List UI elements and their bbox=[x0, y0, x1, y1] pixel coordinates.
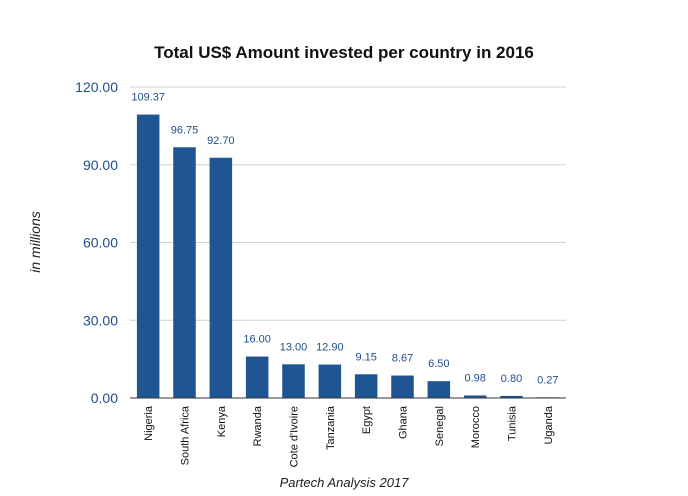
bar-10 bbox=[500, 395, 523, 398]
data-label: 96.75 bbox=[171, 124, 199, 136]
data-label: 6.50 bbox=[428, 358, 449, 370]
bar-3 bbox=[245, 356, 269, 398]
y-tick-label: 30.00 bbox=[83, 312, 118, 328]
chart-title: Total US$ Amount invested per country in… bbox=[154, 43, 534, 62]
bars bbox=[136, 114, 560, 399]
bar-2 bbox=[209, 157, 233, 398]
x-tick-label: Rwanda bbox=[252, 405, 264, 446]
data-label: 12.90 bbox=[316, 342, 344, 354]
x-tick-label: Nigeria bbox=[143, 405, 155, 441]
y-tick-label: 90.00 bbox=[83, 157, 118, 173]
x-tick-label: Cote d'Ivoire bbox=[289, 406, 301, 467]
bar-5 bbox=[318, 364, 342, 398]
x-tick-label: Senegal bbox=[434, 406, 446, 446]
data-label: 109.37 bbox=[131, 92, 165, 104]
y-tick-label: 120.00 bbox=[75, 79, 118, 95]
y-axis-label: in millions bbox=[27, 211, 43, 272]
data-label: 0.98 bbox=[464, 372, 485, 384]
x-tick-label: Tanzania bbox=[325, 405, 337, 450]
bar-9 bbox=[463, 395, 487, 398]
data-label: 92.70 bbox=[207, 135, 235, 147]
bar-6 bbox=[354, 374, 378, 398]
y-tick-label: 0.00 bbox=[91, 390, 118, 406]
x-axis-ticks: Nigeria South Africa Kenya Rwanda Cote d'Ivo… bbox=[143, 405, 555, 467]
grid-lines bbox=[130, 86, 566, 321]
y-axis-ticks: 0.00 30.00 60.00 90.00 120.00 bbox=[75, 79, 118, 406]
data-labels: 109.37 96.75 92.70 16.00 13.00 12.90 9.15 8.67 6… bbox=[131, 92, 558, 387]
x-tick-label: Ghana bbox=[398, 405, 410, 439]
data-label: 0.27 bbox=[537, 374, 558, 386]
data-label: 16.00 bbox=[243, 334, 271, 346]
bar-4 bbox=[282, 364, 305, 398]
data-label: 9.15 bbox=[355, 351, 376, 363]
bar-8 bbox=[427, 381, 451, 398]
data-label: 13.00 bbox=[280, 341, 308, 353]
data-label: 8.67 bbox=[392, 353, 413, 365]
bar-7 bbox=[391, 375, 414, 398]
bar-1 bbox=[173, 147, 196, 398]
bar-0 bbox=[136, 114, 160, 399]
x-tick-label: Tunisia bbox=[507, 405, 519, 441]
data-label: 0.80 bbox=[501, 373, 522, 385]
x-tick-label: Uganda bbox=[543, 405, 555, 444]
x-tick-label: Egypt bbox=[361, 406, 373, 434]
x-tick-label: Morocco bbox=[470, 406, 482, 448]
x-axis-label: Partech Analysis 2017 bbox=[280, 475, 410, 490]
x-tick-label: Kenya bbox=[216, 405, 228, 437]
y-tick-label: 60.00 bbox=[83, 235, 118, 251]
x-tick-label: South Africa bbox=[180, 405, 192, 465]
